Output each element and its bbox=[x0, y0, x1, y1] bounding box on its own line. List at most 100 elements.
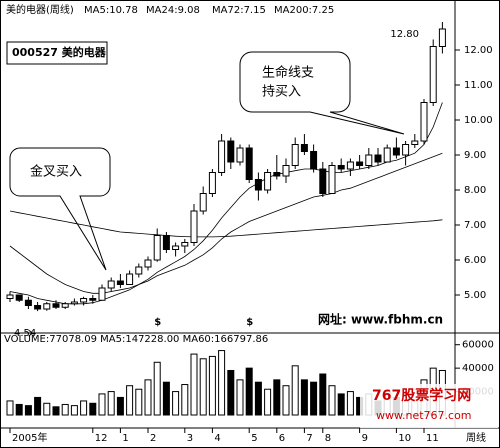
chart-title: 美的电器(周线) bbox=[6, 3, 74, 16]
volume-bar bbox=[337, 393, 345, 416]
annotation: 生命线支 bbox=[262, 65, 314, 81]
y-tick-label: 10.00 bbox=[464, 115, 493, 126]
candle-body bbox=[52, 303, 60, 308]
candle-body bbox=[300, 144, 308, 152]
volume-bar bbox=[24, 405, 32, 416]
candle-body bbox=[43, 303, 51, 310]
volume-bar bbox=[107, 391, 115, 416]
y-tick-label: 60000 bbox=[462, 340, 494, 351]
candle-body bbox=[245, 147, 253, 180]
callout bbox=[239, 51, 405, 135]
candle-body bbox=[208, 172, 216, 194]
candle-body bbox=[162, 235, 170, 250]
volume-bar bbox=[273, 379, 281, 416]
callout bbox=[9, 147, 111, 271]
volume-bar bbox=[162, 381, 170, 416]
event-marker: $ bbox=[246, 317, 253, 328]
volume-bar bbox=[199, 358, 207, 416]
candle-body bbox=[181, 242, 189, 247]
candle-body bbox=[190, 210, 198, 243]
volume-bar bbox=[282, 385, 290, 416]
candle-body bbox=[61, 303, 69, 308]
candle-body bbox=[80, 298, 88, 303]
y-tick-label: 11.00 bbox=[464, 80, 493, 91]
candle-body bbox=[429, 46, 437, 103]
volume-bar bbox=[153, 361, 161, 416]
volume-title: VOLUME:77078.09 MA5:147228.00 MA60:16679… bbox=[4, 334, 268, 345]
volume-bar bbox=[291, 365, 299, 416]
candle-body bbox=[89, 298, 97, 301]
candle-body bbox=[254, 179, 262, 191]
watermark: 767股票学习网 bbox=[372, 387, 471, 404]
volume-bar bbox=[218, 350, 226, 416]
candle-body bbox=[116, 280, 124, 285]
candle-body bbox=[319, 168, 327, 194]
website: 网址: www.fbhm.cn bbox=[318, 312, 443, 327]
event-marker: $ bbox=[154, 317, 161, 328]
legend-entry: MA24:9.08 bbox=[146, 5, 200, 16]
candle-body bbox=[24, 299, 32, 306]
candle-body bbox=[356, 161, 364, 166]
annotation: 金叉买入 bbox=[30, 164, 82, 180]
volume-bar bbox=[126, 385, 134, 416]
y-tick-label: 7.00 bbox=[464, 220, 486, 231]
volume-bar bbox=[6, 400, 14, 416]
x-tick-label: 2 bbox=[150, 433, 156, 444]
x-tick-label: 2005年 bbox=[12, 431, 47, 444]
x-tick-label: 4 bbox=[214, 433, 220, 444]
candle-body bbox=[310, 151, 318, 170]
volume-bar bbox=[190, 353, 198, 416]
candle-body bbox=[346, 161, 354, 170]
legend-entry: MA5:10.78 bbox=[84, 5, 138, 16]
x-tick-label: 3 bbox=[187, 433, 193, 444]
volume-bar bbox=[300, 379, 308, 416]
candle-body bbox=[107, 280, 115, 289]
candle-body bbox=[282, 165, 290, 177]
candle-body bbox=[438, 28, 446, 47]
candle-body bbox=[383, 147, 391, 163]
candle-body bbox=[126, 273, 134, 285]
volume-bar bbox=[346, 391, 354, 416]
volume-bar bbox=[208, 355, 216, 416]
volume-bar bbox=[144, 379, 152, 416]
volume-bar bbox=[80, 400, 88, 416]
stock-label: 000527 美的电器 bbox=[12, 45, 107, 59]
volume-bar bbox=[319, 373, 327, 416]
volume-bar bbox=[116, 396, 124, 416]
x-tick-label: 5 bbox=[251, 433, 257, 444]
period-label: 周线 bbox=[466, 431, 486, 444]
x-tick-label: 8 bbox=[325, 433, 331, 444]
candle-body bbox=[420, 102, 428, 142]
candle-body bbox=[15, 294, 23, 301]
candle-body bbox=[199, 193, 207, 212]
y-tick-label: 8.00 bbox=[464, 185, 486, 196]
candle-body bbox=[402, 144, 410, 156]
ma-line bbox=[9, 210, 443, 238]
candle-body bbox=[291, 144, 299, 166]
volume-bar bbox=[98, 393, 106, 416]
annotation: 持买入 bbox=[262, 85, 301, 100]
y-tick-label: 6.00 bbox=[464, 255, 486, 266]
y-tick-label: 5.00 bbox=[464, 290, 486, 301]
volume-bar bbox=[172, 391, 180, 416]
legend-entry: MA200:7.25 bbox=[274, 5, 334, 16]
y-tick-label: 40000 bbox=[462, 363, 494, 374]
volume-bar bbox=[181, 384, 189, 416]
candle-body bbox=[172, 245, 180, 250]
high-label: 12.80 bbox=[390, 29, 419, 40]
x-tick-label: 12 bbox=[95, 433, 108, 444]
candle-body bbox=[328, 165, 336, 194]
y-tick-label: 12.00 bbox=[464, 45, 493, 56]
volume-bar bbox=[70, 405, 78, 416]
candle-body bbox=[392, 147, 400, 156]
candle-body bbox=[337, 165, 345, 170]
arrow bbox=[28, 329, 36, 337]
legend-entry: MA72:7.15 bbox=[212, 5, 266, 16]
x-tick-label: 1 bbox=[122, 433, 128, 444]
indicator-legend: MA5:10.78 MA24:9.08 MA72:7.15 MA200:7.25 bbox=[84, 5, 334, 16]
candle-body bbox=[144, 259, 152, 268]
x-tick-label: 10 bbox=[398, 433, 411, 444]
candle-body bbox=[34, 305, 42, 310]
candle-body bbox=[273, 172, 281, 177]
